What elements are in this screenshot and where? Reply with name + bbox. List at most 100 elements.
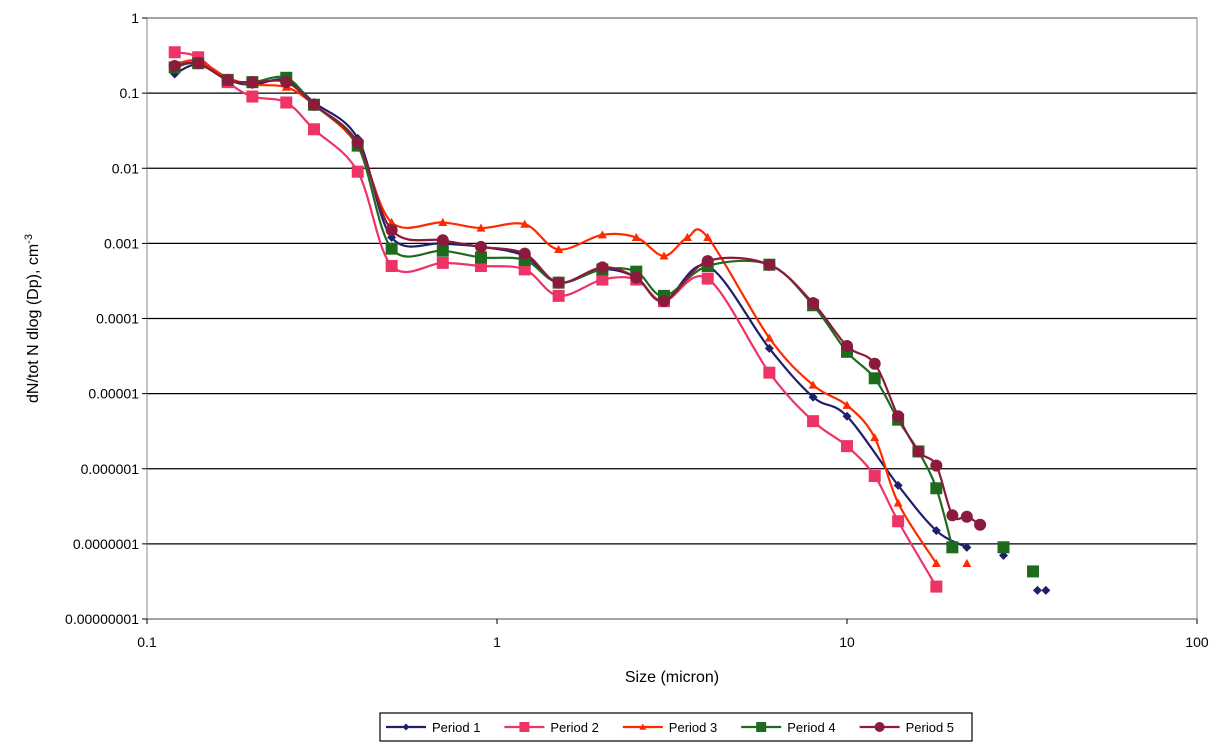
data-point-period-5 xyxy=(974,518,987,531)
data-point-period-2 xyxy=(351,165,364,178)
data-point-period-2 xyxy=(841,440,853,453)
data-point-period-3 xyxy=(438,217,448,227)
data-point-period-5 xyxy=(946,509,959,522)
data-point-period-5 xyxy=(436,234,449,247)
legend-item-period-4: Period 4 xyxy=(741,720,836,735)
data-point-period-4 xyxy=(868,372,881,385)
data-point-period-2 xyxy=(280,96,293,109)
y-axis-title-superscript: -3 xyxy=(23,234,35,244)
data-point-period-5 xyxy=(912,445,925,458)
data-point-period-4 xyxy=(436,244,449,257)
data-point-period-4 xyxy=(474,251,487,264)
data-point-period-3 xyxy=(870,433,880,442)
y-tick-label: 0.00001 xyxy=(88,386,139,402)
data-point-period-5 xyxy=(596,261,609,274)
y-tick-label: 0.000001 xyxy=(81,461,140,477)
data-point-period-3 xyxy=(631,232,641,242)
x-tick-label: 100 xyxy=(1185,634,1209,650)
legend-item-period-2: Period 2 xyxy=(504,720,599,735)
data-point-period-4 xyxy=(1027,565,1040,578)
data-point-period-5 xyxy=(280,76,293,89)
legend-label: Period 1 xyxy=(432,720,480,735)
data-point-period-2 xyxy=(868,470,881,483)
data-point-period-3 xyxy=(520,219,530,228)
data-point-period-1 xyxy=(842,411,852,421)
series-line-period-3 xyxy=(174,59,938,564)
y-tick-label: 0.0000001 xyxy=(73,536,139,552)
y-axis-title-main: dN/tot N dlog (Dp), cm xyxy=(25,244,42,403)
series-line-period-1 xyxy=(174,63,968,549)
legend: Period 1 Period 2 Period 3 Period 4 Period 5 xyxy=(379,712,973,742)
data-point-period-5 xyxy=(868,357,881,370)
y-tick-label: 1 xyxy=(131,10,139,26)
data-point-period-1 xyxy=(764,343,774,353)
data-point-period-5 xyxy=(221,73,234,86)
legend-label: Period 3 xyxy=(669,720,717,735)
data-point-period-5 xyxy=(701,255,714,268)
data-point-period-3 xyxy=(476,223,486,232)
data-point-period-5 xyxy=(960,510,973,523)
data-point-period-2 xyxy=(930,580,943,593)
series-line-period-2 xyxy=(174,51,938,588)
data-point-period-3 xyxy=(893,498,903,507)
data-point-period-1 xyxy=(962,542,972,552)
data-point-period-3 xyxy=(842,400,852,409)
y-tick-label: 0.001 xyxy=(104,235,139,251)
data-point-period-5 xyxy=(657,295,670,308)
series-period-3 xyxy=(170,56,972,567)
legend-item-period-1: Period 1 xyxy=(386,720,480,735)
data-point-period-2 xyxy=(518,263,531,276)
data-point-period-2 xyxy=(763,366,776,379)
data-point-period-3 xyxy=(387,217,397,227)
data-point-period-3 xyxy=(962,558,972,567)
data-point-period-3 xyxy=(703,232,713,242)
data-point-period-3 xyxy=(597,230,607,239)
data-point-period-5 xyxy=(307,98,320,111)
data-point-period-2 xyxy=(807,415,820,428)
series-period-1 xyxy=(170,60,1051,595)
legend-marker xyxy=(639,723,647,730)
legend-marker xyxy=(519,722,530,732)
legend-label: Period 5 xyxy=(906,720,954,735)
data-point-period-2 xyxy=(436,256,449,269)
data-point-period-2 xyxy=(701,272,714,285)
x-tick-label: 0.1 xyxy=(137,634,157,650)
data-point-period-2 xyxy=(552,289,565,302)
data-point-period-5 xyxy=(385,224,398,237)
data-point-period-2 xyxy=(168,46,181,59)
legend-label: Period 2 xyxy=(550,720,598,735)
data-point-period-1 xyxy=(808,392,818,402)
data-point-period-4 xyxy=(930,482,943,495)
x-axis-title: Size (micron) xyxy=(625,669,719,686)
data-point-period-5 xyxy=(168,59,181,72)
data-point-period-1 xyxy=(1041,585,1051,595)
data-point-period-5 xyxy=(351,136,364,149)
series-line-period-5 xyxy=(174,61,981,526)
y-tick-label: 0.00000001 xyxy=(65,611,139,627)
y-tick-label: 0.0001 xyxy=(96,311,139,327)
data-point-period-5 xyxy=(192,57,205,70)
data-point-period-3 xyxy=(554,244,564,254)
data-point-period-2 xyxy=(892,515,905,528)
data-point-period-3 xyxy=(931,558,941,567)
data-point-period-3 xyxy=(764,333,774,342)
data-point-period-5 xyxy=(892,410,905,423)
y-axis-tick-labels: 1 0.1 0.01 0.001 0.0001 0.00001 0.000001 0.0000… xyxy=(65,10,147,627)
series-line-period-4 xyxy=(174,61,954,548)
x-axis-tick-labels: 0.1 1 10 100 xyxy=(137,619,1209,650)
data-point-period-5 xyxy=(841,340,853,353)
data-point-period-3 xyxy=(659,251,669,260)
data-point-period-5 xyxy=(246,76,259,89)
series-period-5 xyxy=(168,57,987,531)
data-point-period-4 xyxy=(946,541,959,554)
series-layer xyxy=(168,46,1051,595)
legend-marker xyxy=(402,723,410,731)
legend-item-period-3: Period 3 xyxy=(622,720,717,735)
data-point-period-5 xyxy=(474,240,487,253)
legend-marker xyxy=(874,722,885,732)
data-point-period-4 xyxy=(997,541,1010,554)
x-tick-label: 10 xyxy=(839,634,855,650)
data-point-period-4 xyxy=(385,242,398,255)
